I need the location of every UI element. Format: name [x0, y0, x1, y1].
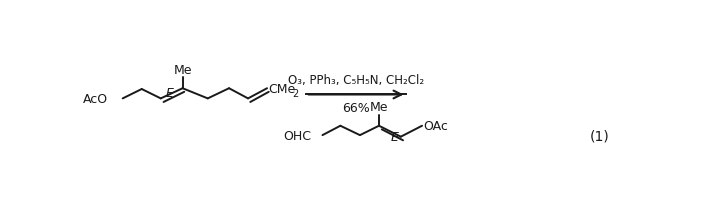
Text: 2: 2 — [292, 88, 298, 98]
Text: OAc: OAc — [424, 120, 448, 133]
Text: (1): (1) — [590, 128, 609, 142]
Text: Me: Me — [370, 101, 388, 114]
Text: 66%: 66% — [342, 101, 370, 114]
Text: OHC: OHC — [283, 129, 311, 142]
Text: E: E — [165, 87, 173, 100]
Text: O₃, PPh₃, C₅H₅N, CH₂Cl₂: O₃, PPh₃, C₅H₅N, CH₂Cl₂ — [288, 74, 424, 86]
Text: CMe: CMe — [269, 82, 296, 95]
Text: Me: Me — [173, 63, 192, 76]
Text: E: E — [390, 131, 398, 144]
Text: AcO: AcO — [83, 93, 108, 105]
